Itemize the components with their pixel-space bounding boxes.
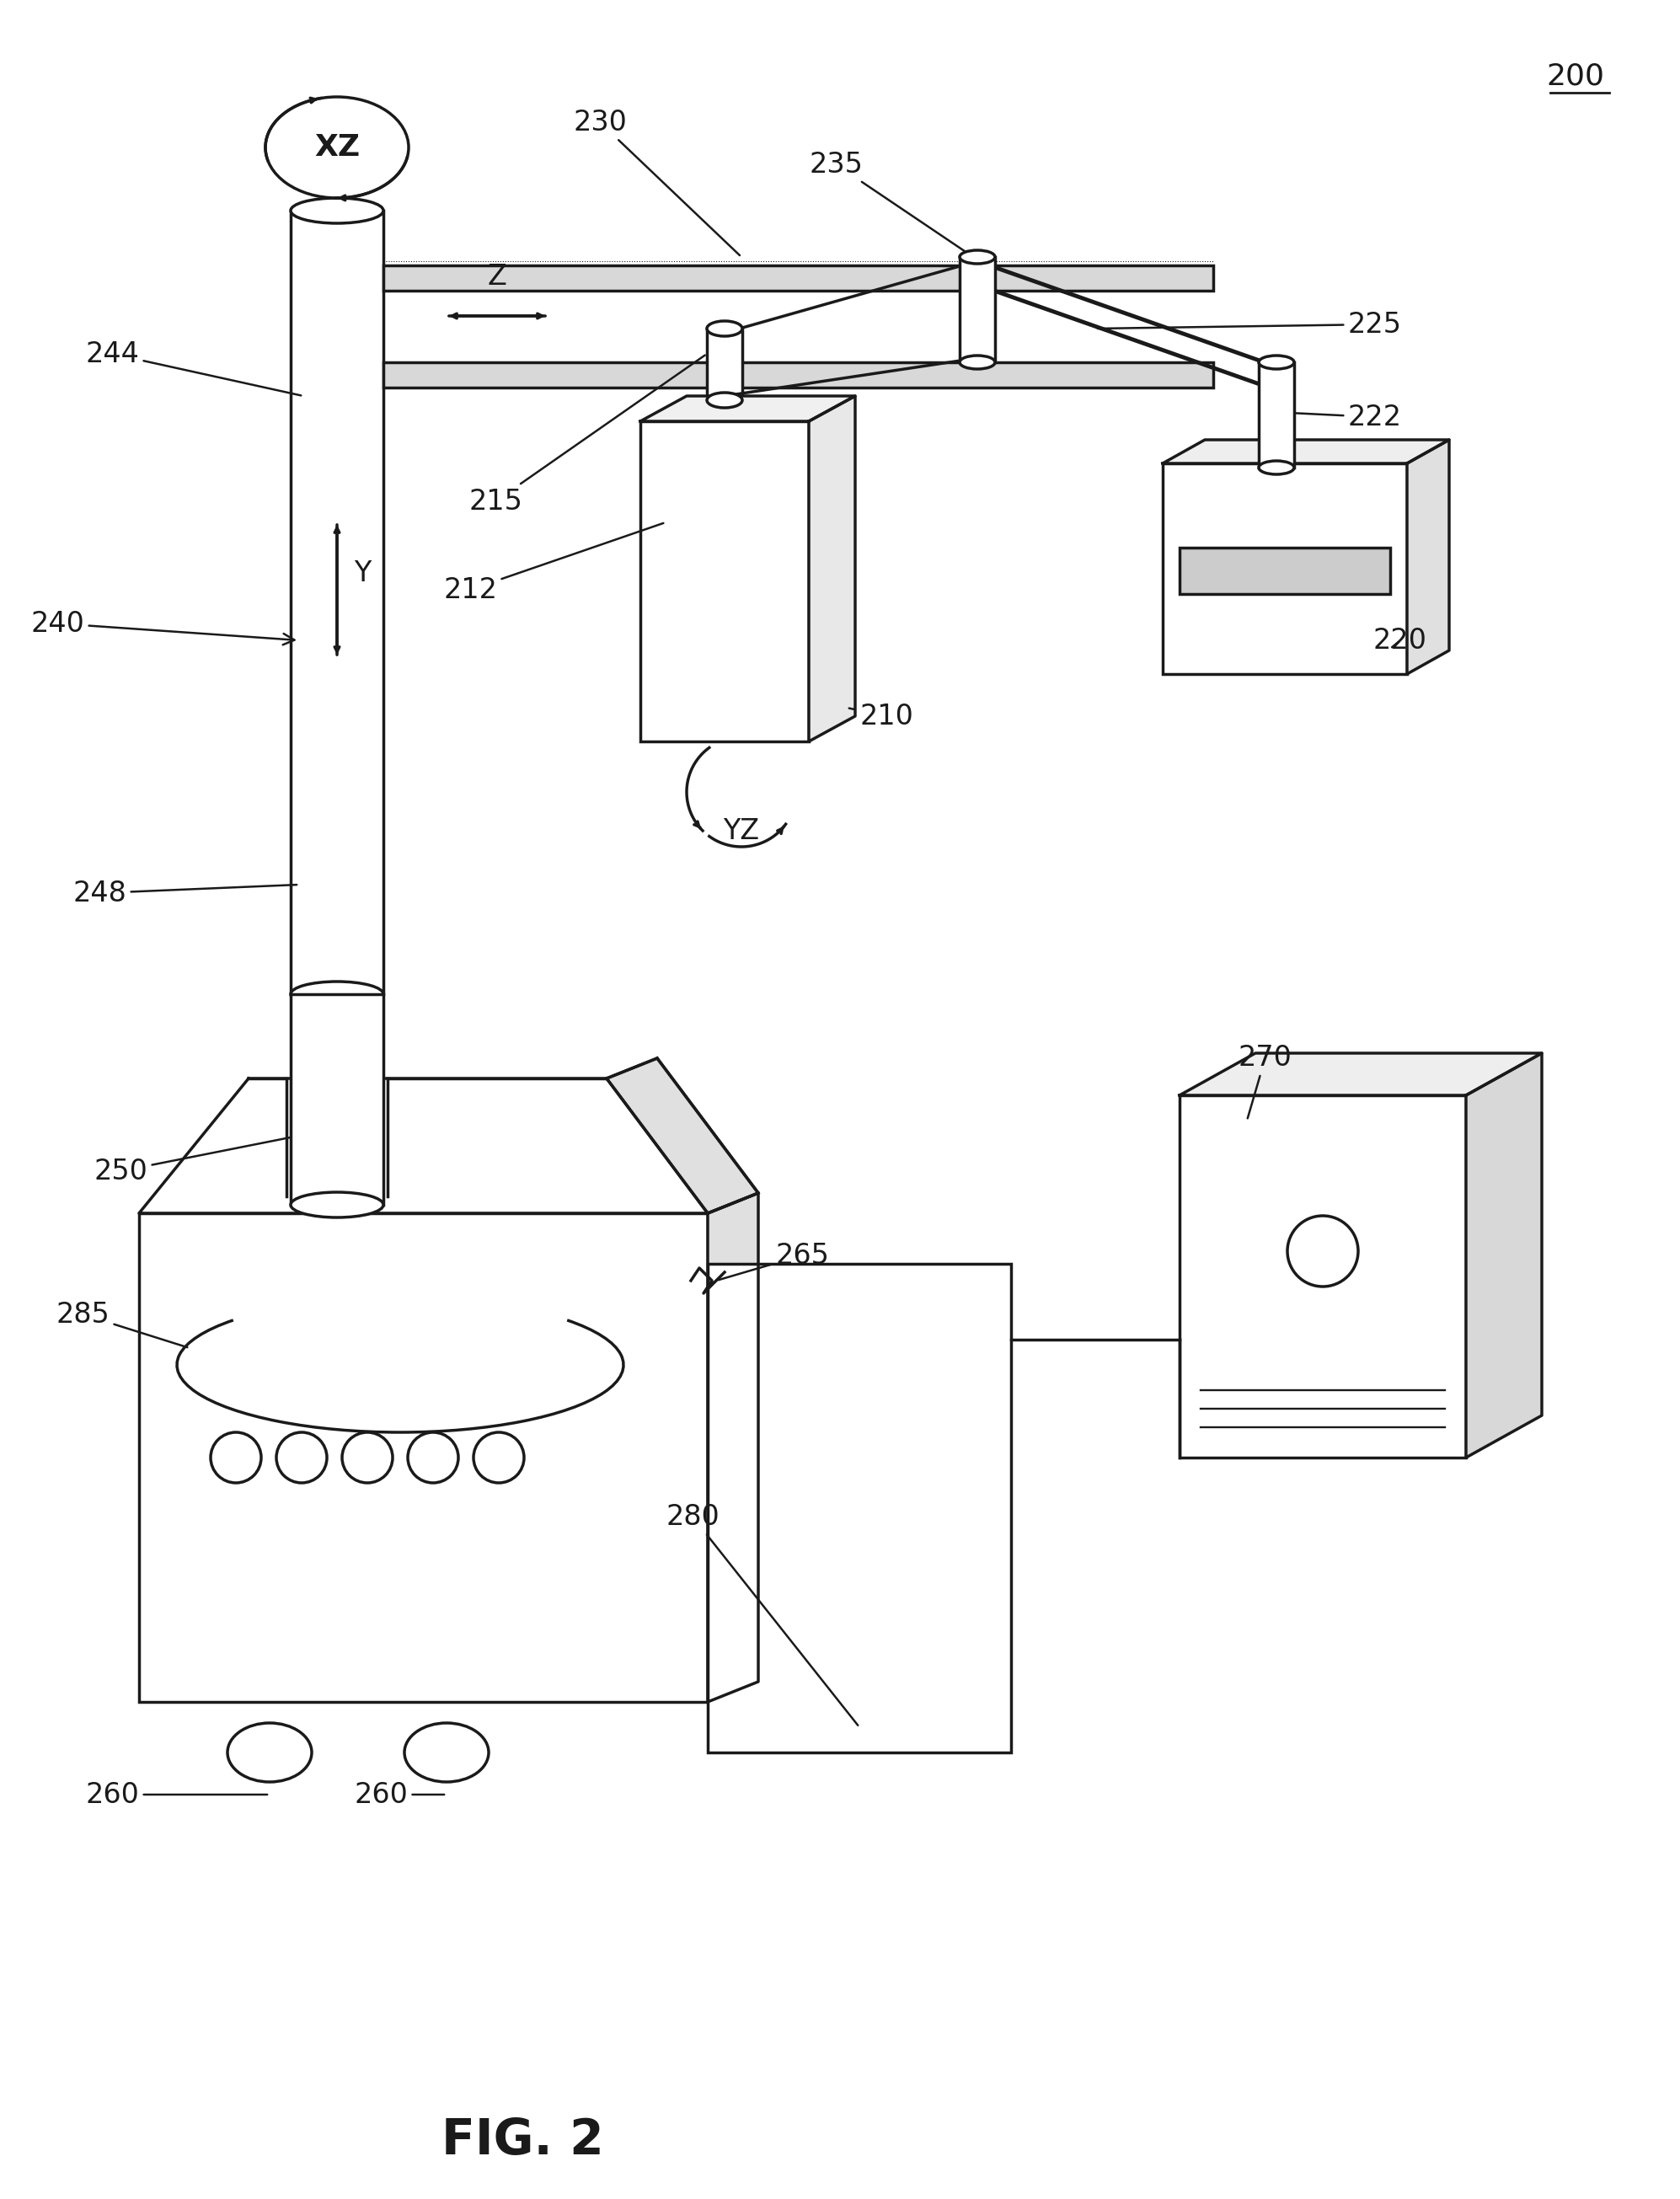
Text: 285: 285 <box>55 1300 188 1348</box>
Text: 222: 222 <box>1292 402 1403 431</box>
Text: 248: 248 <box>72 880 297 906</box>
Ellipse shape <box>707 394 743 407</box>
Polygon shape <box>1163 440 1450 464</box>
Ellipse shape <box>959 251 995 264</box>
Ellipse shape <box>707 321 743 336</box>
Text: XZ: XZ <box>314 134 360 163</box>
Text: 240: 240 <box>30 609 294 644</box>
Circle shape <box>408 1432 459 1482</box>
Circle shape <box>210 1432 260 1482</box>
Bar <box>959 257 995 363</box>
Text: YZ: YZ <box>724 818 759 844</box>
Polygon shape <box>139 1078 707 1214</box>
Text: 215: 215 <box>469 356 706 515</box>
Bar <box>383 363 1213 387</box>
Circle shape <box>276 1432 328 1482</box>
Text: 220: 220 <box>1373 627 1428 655</box>
Text: 244: 244 <box>86 341 301 396</box>
Bar <box>707 1264 1011 1753</box>
Ellipse shape <box>291 198 383 224</box>
Bar <box>291 994 383 1205</box>
Circle shape <box>1287 1216 1357 1286</box>
Bar <box>1179 548 1389 594</box>
Text: 280: 280 <box>665 1502 858 1726</box>
Text: FIG. 2: FIG. 2 <box>442 2115 603 2164</box>
Polygon shape <box>1408 440 1450 675</box>
Text: 260: 260 <box>86 1781 267 1808</box>
Text: 260: 260 <box>354 1781 444 1808</box>
Ellipse shape <box>405 1724 489 1781</box>
Ellipse shape <box>959 356 995 369</box>
Text: 210: 210 <box>848 701 914 730</box>
Circle shape <box>474 1432 524 1482</box>
Polygon shape <box>606 1058 758 1214</box>
Text: 225: 225 <box>1097 310 1403 339</box>
Text: 250: 250 <box>94 1130 331 1185</box>
Ellipse shape <box>291 1192 383 1218</box>
Ellipse shape <box>291 981 383 1007</box>
Text: 230: 230 <box>573 108 739 255</box>
Polygon shape <box>808 396 855 741</box>
Text: Z: Z <box>487 264 507 290</box>
Text: 200: 200 <box>1547 62 1604 90</box>
Ellipse shape <box>1258 356 1294 369</box>
Ellipse shape <box>1258 462 1294 475</box>
Polygon shape <box>1179 1053 1542 1095</box>
Bar <box>383 266 1213 290</box>
Bar <box>1258 363 1294 468</box>
Circle shape <box>343 1432 393 1482</box>
Text: 235: 235 <box>808 150 984 264</box>
Text: Y: Y <box>354 559 371 587</box>
Text: 265: 265 <box>719 1242 828 1280</box>
Polygon shape <box>707 1194 758 1702</box>
Polygon shape <box>640 396 855 422</box>
Text: 212: 212 <box>444 523 664 605</box>
Bar <box>640 422 808 741</box>
Bar <box>1179 1095 1467 1458</box>
Ellipse shape <box>265 97 408 198</box>
Text: 270: 270 <box>1238 1045 1292 1119</box>
Bar <box>139 1214 707 1702</box>
Bar <box>1163 464 1408 675</box>
Bar <box>291 211 383 994</box>
Bar <box>707 328 743 400</box>
Ellipse shape <box>227 1724 312 1781</box>
Polygon shape <box>1467 1053 1542 1458</box>
